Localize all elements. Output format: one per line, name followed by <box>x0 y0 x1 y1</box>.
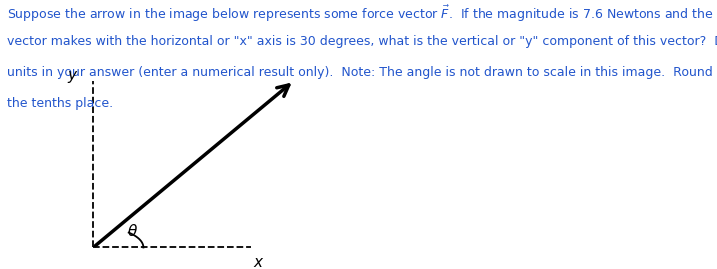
Text: $\theta$: $\theta$ <box>127 224 138 239</box>
Text: the tenths place.: the tenths place. <box>7 97 113 110</box>
Text: units in your answer (enter a numerical result only).  Note: The angle is not dr: units in your answer (enter a numerical … <box>7 66 717 79</box>
Text: y: y <box>67 68 76 83</box>
Text: vector makes with the horizontal or "x" axis is 30 degrees, what is the vertical: vector makes with the horizontal or "x" … <box>7 35 717 48</box>
Text: Suppose the arrow in the image below represents some force vector $\vec{F}$.  If: Suppose the arrow in the image below rep… <box>7 4 717 24</box>
Text: x: x <box>254 255 262 269</box>
